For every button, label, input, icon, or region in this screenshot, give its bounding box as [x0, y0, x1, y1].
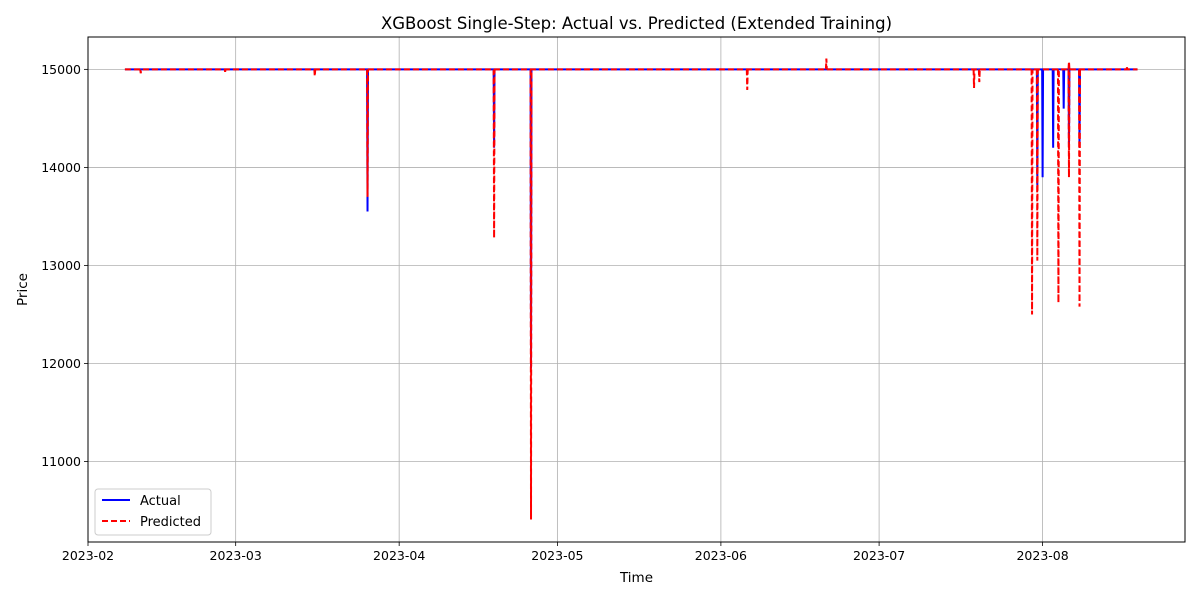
series-predicted-spike	[1125, 67, 1129, 70]
series-predicted-spike	[139, 69, 143, 74]
series-predicted-spike	[1067, 61, 1071, 70]
tick-layer: 2023-02 2023-03 2023-04 2023-05 2023-06 2023-…	[41, 62, 1069, 563]
y-tick-label: 13000	[41, 258, 81, 273]
series-predicted-spike	[366, 69, 369, 197]
plot-frame	[87, 36, 1186, 543]
series-predicted-spike	[977, 69, 981, 83]
legend-label-actual: Actual	[140, 494, 181, 509]
legend-label-predicted: Predicted	[140, 515, 201, 530]
series-predicted-spike	[313, 69, 317, 77]
x-tick-label: 2023-05	[531, 548, 583, 563]
series-predicted-spike	[824, 58, 828, 70]
x-tick-label: 2023-07	[853, 548, 905, 563]
x-tick-label: 2023-04	[373, 548, 425, 563]
y-axis-label: Price	[15, 273, 31, 306]
legend: Actual Predicted	[94, 488, 212, 536]
series-predicted-spike	[1035, 69, 1039, 261]
y-tick-label: 15000	[41, 62, 81, 77]
x-tick-label: 2023-06	[695, 548, 747, 563]
y-tick-label: 14000	[41, 160, 81, 175]
series-predicted-spike	[1056, 69, 1060, 303]
series-predicted-spike	[1078, 69, 1081, 307]
x-tick-label: 2023-03	[210, 548, 262, 563]
x-tick-label: 2023-02	[62, 548, 114, 563]
y-tick-label: 11000	[41, 454, 81, 469]
series-predicted-spike	[223, 69, 227, 72]
x-tick-label: 2023-08	[1016, 548, 1068, 563]
series-actual-spike	[1051, 69, 1055, 148]
x-axis-label: Time	[619, 570, 653, 586]
series-predicted-spike	[1030, 69, 1034, 315]
series-actual-spike	[1041, 69, 1045, 178]
series-predicted-spike	[492, 69, 496, 239]
y-tick-label: 12000	[41, 356, 81, 371]
series-actual-spike	[1062, 69, 1066, 109]
series-predicted-spike	[745, 69, 749, 90]
chart-title: XGBoost Single-Step: Actual vs. Predicte…	[381, 14, 892, 33]
series-predicted-spike	[972, 69, 976, 89]
series-predicted-spike	[529, 69, 533, 520]
grid-layer	[87, 37, 1185, 542]
